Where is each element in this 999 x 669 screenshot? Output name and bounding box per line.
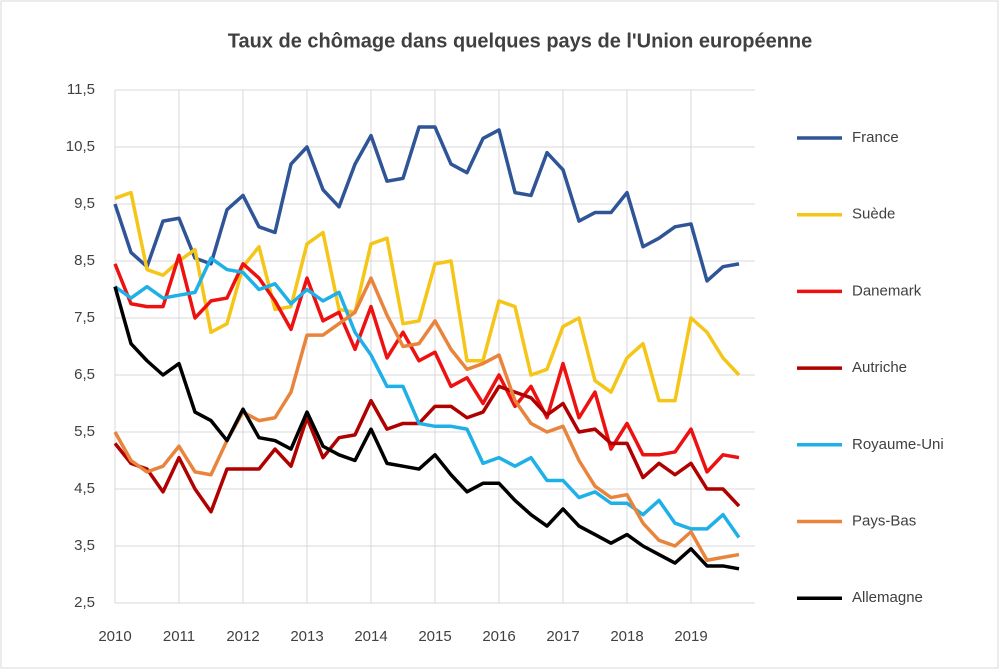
x-tick-label: 2017 <box>546 628 579 645</box>
x-tick-label: 2015 <box>418 628 451 645</box>
series-line <box>113 384 741 514</box>
x-tick-label: 2018 <box>610 628 643 645</box>
y-tick-label: 5,5 <box>74 423 95 440</box>
y-tick-label: 4,5 <box>74 480 95 497</box>
x-tick-label: 2016 <box>482 628 515 645</box>
series-line <box>113 125 740 283</box>
x-tick-label: 2010 <box>98 628 131 645</box>
x-tick-label: 2013 <box>290 628 323 645</box>
x-tick-label: 2012 <box>226 628 259 645</box>
y-tick-label: 7,5 <box>74 309 95 326</box>
series-line <box>113 253 740 474</box>
y-tick-label: 8,5 <box>74 252 95 269</box>
y-tick-label: 10,5 <box>66 138 95 155</box>
y-tick-label: 9,5 <box>74 195 95 212</box>
legend-label: France <box>852 129 899 146</box>
series-line <box>114 190 741 403</box>
series-line <box>113 286 740 571</box>
y-tick-label: 11,5 <box>67 81 95 98</box>
x-tick-label: 2014 <box>354 628 387 645</box>
legend-label: Suède <box>852 206 895 223</box>
x-tick-label: 2011 <box>163 628 195 645</box>
y-tick-label: 6,5 <box>74 366 95 383</box>
legend-label: Autriche <box>852 359 907 376</box>
legend-label: Allemagne <box>852 589 923 606</box>
y-tick-label: 2,5 <box>74 594 95 611</box>
chart-title: Taux de chômage dans quelques pays de l'… <box>228 30 813 52</box>
legend-label: Royaume-Uni <box>852 436 944 453</box>
legend-label: Pays-Bas <box>852 512 916 529</box>
legend-label: Danemark <box>852 282 922 299</box>
series-line <box>113 276 740 562</box>
y-tick-label: 3,5 <box>74 537 95 554</box>
x-tick-label: 2019 <box>674 628 707 645</box>
